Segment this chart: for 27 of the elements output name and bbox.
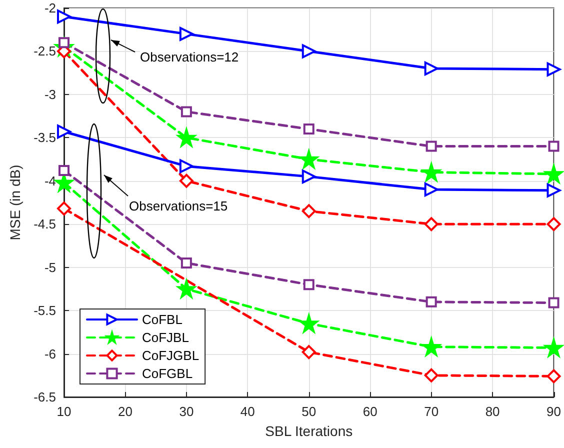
- legend-label: CoFBL: [142, 312, 182, 327]
- x-tick-label: 30: [179, 404, 194, 419]
- x-axis-title: SBL Iterations: [265, 423, 353, 439]
- y-tick-label: -4: [44, 173, 56, 188]
- y-tick-label: -5: [44, 260, 56, 275]
- legend-label: CoFJBL: [142, 330, 189, 345]
- legend-label: CoFJGBL: [142, 348, 200, 363]
- y-tick-label: -6.5: [34, 390, 56, 404]
- x-tick-label: 20: [118, 404, 132, 419]
- annotation: Observations=15: [129, 198, 228, 214]
- x-tick-label: 40: [240, 404, 255, 419]
- x-tick-label: 10: [56, 404, 72, 419]
- x-tick-label: 70: [424, 404, 439, 419]
- annotation: Observations=12: [140, 50, 239, 64]
- y-tick-label: -2.5: [34, 44, 56, 59]
- y-tick-label: -4.5: [34, 216, 56, 232]
- y-axis-title: MSE (in dB): [7, 164, 23, 240]
- x-tick-label: 80: [485, 404, 500, 419]
- y-tick-label: -2: [44, 0, 56, 16]
- y-tick-label: -3: [44, 86, 56, 102]
- x-tick-label: 90: [546, 404, 562, 419]
- y-tick-label: -3.5: [34, 130, 56, 146]
- y-tick-label: -6: [44, 346, 56, 362]
- legend-label: CoFGBL: [142, 366, 193, 381]
- x-tick-label: 50: [302, 404, 316, 419]
- x-tick-label: 60: [362, 404, 378, 419]
- y-tick-label: -5.5: [34, 303, 56, 318]
